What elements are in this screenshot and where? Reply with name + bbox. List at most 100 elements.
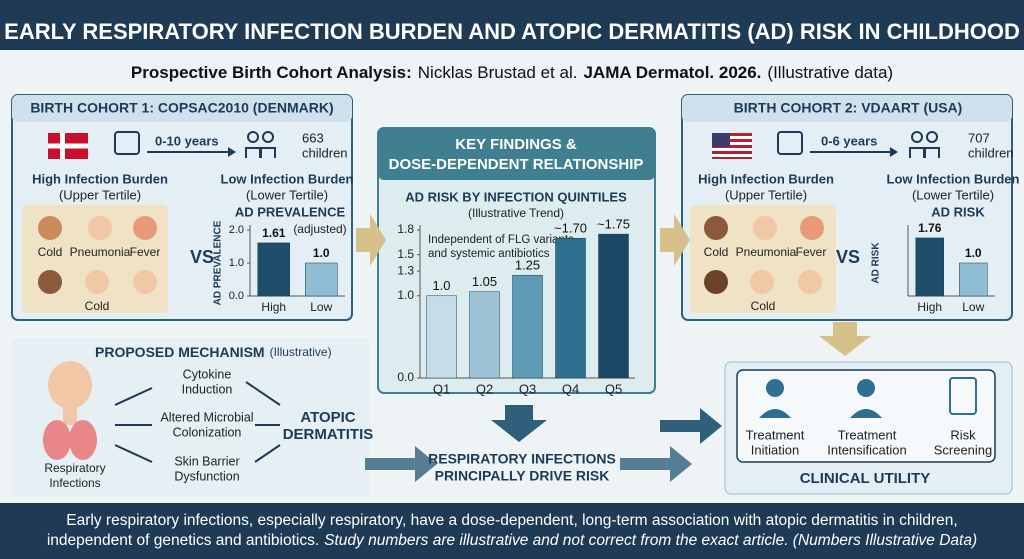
footer-bar — [0, 503, 1024, 559]
symptom-label: Cold — [85, 299, 110, 313]
y-tick-label: 1.0 — [397, 288, 414, 302]
high-sub: (Upper Tertile) — [59, 187, 141, 202]
symptom-label: Pneumonia — [736, 245, 797, 259]
bar — [959, 262, 988, 297]
child-faces — [38, 216, 824, 294]
footer-text: independent of genetics and antibiotics.… — [47, 532, 977, 549]
findings-title: KEY FINDINGS & — [455, 136, 577, 153]
y-tick-label: 0.0 — [229, 290, 244, 302]
cohort-title: BIRTH COHORT 2: VDAART (USA) — [734, 100, 963, 116]
mechanism-pathway: Skin Barrier — [174, 454, 239, 468]
y-axis-label: AD RISK — [871, 242, 882, 284]
chart-note: (adjusted) — [293, 222, 346, 236]
value-label: ~1.70 — [554, 221, 587, 236]
y-tick-label: 1.5 — [397, 247, 414, 261]
symptom-label: Pneumonia — [70, 245, 131, 259]
conclusion: RESPIRATORY INFECTIONS — [428, 451, 616, 467]
subtitle-part: JAMA Dermatol. 2026. — [583, 63, 761, 82]
clinical-item: Screening — [934, 442, 993, 457]
x-tick-label: Q1 — [433, 381, 450, 396]
findings-header — [378, 128, 655, 180]
symptom-label: Fever — [796, 245, 827, 259]
value-label: 1.76 — [918, 221, 942, 235]
x-tick-label: Q4 — [562, 381, 579, 396]
subtitle-part: Nicklas Brustad et al. — [418, 63, 578, 82]
mechanism-source: Respiratory — [44, 461, 105, 475]
subtitle-part: (Illustrative data) — [767, 63, 893, 82]
low-label: Low Infection Burden — [887, 171, 1020, 186]
x-tick-label: High — [917, 300, 942, 314]
footer-part: independent of genetics and antibiotics. — [47, 532, 319, 549]
header-bar — [0, 0, 1024, 50]
vs: VS — [836, 247, 860, 267]
y-tick-label: 1.8 — [397, 222, 414, 236]
mechanism-pathway: Altered Microbial — [160, 410, 253, 424]
mechanism-source: Infections — [49, 476, 100, 490]
symptom-label: Fever — [130, 245, 161, 259]
cohort2-header — [682, 95, 1012, 122]
cohort-size: 707 — [968, 130, 990, 145]
dark-arrows — [365, 405, 722, 482]
x-tick-label: Low — [310, 300, 332, 314]
clinical-item: Intensification — [827, 442, 907, 457]
conclusion: PRINCIPALLY DRIVE RISK — [435, 468, 610, 484]
clinical-item: Treatment — [838, 427, 897, 442]
clinical-title: CLINICAL UTILITY — [800, 470, 931, 487]
cohort-size-label: children — [968, 145, 1014, 160]
footer-text: Early respiratory infections, especially… — [66, 512, 957, 529]
low-sub: (Lower Tertile) — [246, 187, 328, 202]
clinical-item: Treatment — [746, 427, 805, 442]
y-tick-label: 1.0 — [229, 257, 244, 269]
findings-title: DOSE-DEPENDENT RELATIONSHIP — [389, 156, 644, 173]
subtitle-part: Prospective Birth Cohort Analysis: — [131, 63, 412, 82]
bar — [512, 274, 543, 379]
clinical-item: Initiation — [751, 442, 799, 457]
flow-arrows — [356, 214, 871, 356]
symptom-label: Cold — [751, 299, 776, 313]
chart-title: AD PREVALENCE — [235, 204, 346, 219]
flag-denmark — [48, 133, 88, 159]
value-label: ~1.75 — [597, 217, 630, 232]
x-tick-label: High — [261, 300, 286, 314]
mechanism-title: PROPOSED MECHANISM (Illustrative) — [95, 344, 332, 360]
value-label: 1.61 — [262, 226, 286, 240]
mechanism-diagram — [43, 361, 281, 463]
chart-title: AD RISK BY INFECTION QUINTILES — [405, 189, 627, 204]
annotation: and systemic antibiotics — [428, 248, 550, 260]
x-tick-label: Q3 — [519, 381, 536, 396]
bar — [469, 291, 500, 379]
value-label: 1.0 — [965, 246, 982, 260]
title: EARLY RESPIRATORY INFECTION BURDEN AND A… — [4, 19, 1020, 44]
mechanism-outcome: ATOPIC — [300, 409, 355, 426]
mechanism-pathway: Induction — [182, 382, 233, 396]
high-sub: (Upper Tertile) — [725, 187, 807, 202]
flag-usa — [712, 133, 752, 159]
value-label: 1.25 — [515, 258, 540, 273]
cohort-size: 663 — [302, 130, 324, 145]
bar — [257, 242, 290, 297]
x-tick-label: Q5 — [605, 381, 622, 396]
mechanism-panel — [12, 338, 370, 496]
cohort1-header — [12, 95, 352, 122]
symptom-label: Cold — [704, 245, 729, 259]
mechanism-title-text: PROPOSED MECHANISM — [95, 344, 265, 360]
y-tick-label: 2.0 — [229, 224, 244, 236]
value-label: 1.05 — [472, 274, 497, 289]
clinical-icons — [759, 377, 977, 418]
low-sub: (Lower Tertile) — [912, 187, 994, 202]
subtitle: Prospective Birth Cohort Analysis: Nickla… — [131, 63, 893, 82]
clinical-item: Risk — [950, 427, 976, 442]
y-axis-label: AD PREVALENCE — [213, 220, 224, 305]
y-tick-label: 0.0 — [397, 370, 414, 384]
footer-note: Study numbers are illustrative and not c… — [324, 532, 977, 549]
icons — [114, 131, 940, 158]
mechanism-pathway: Colonization — [173, 425, 242, 439]
bar — [915, 237, 944, 297]
bar — [598, 233, 629, 379]
cohort-size-label: children — [302, 145, 348, 160]
x-tick-label: Low — [962, 300, 984, 314]
vs: VS — [190, 247, 214, 267]
chart-title: AD RISK — [931, 204, 985, 219]
value-label: 1.0 — [432, 278, 450, 293]
chart-subtitle: (Illustrative Trend) — [468, 206, 564, 220]
